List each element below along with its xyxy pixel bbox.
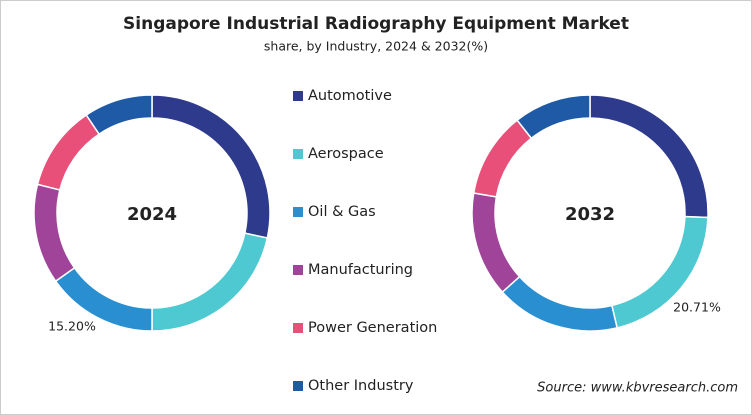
data-label: 15.20% (48, 319, 96, 334)
legend-label: Aerospace (308, 146, 384, 162)
donut-segment (516, 94, 591, 140)
legend-label: Automotive (308, 88, 392, 104)
legend-label: Oil & Gas (308, 204, 376, 220)
source: Source: www.kbvresearch.com (537, 381, 738, 396)
legend-swatch (293, 381, 303, 391)
legend-swatch (293, 149, 303, 159)
legend-label: Power Generation (308, 320, 437, 336)
legend-swatch (293, 265, 303, 275)
chart-title: Singapore Industrial Radiography Equipme… (123, 14, 629, 34)
legend-swatch (293, 91, 303, 101)
center-label: 2032 (565, 204, 615, 225)
donut-segment (85, 94, 153, 136)
legend-label: Manufacturing (308, 262, 413, 278)
data-label: 20.71% (673, 300, 721, 315)
legend-swatch (293, 323, 303, 333)
legend-swatch (293, 207, 303, 217)
legend-label: Other Industry (308, 378, 414, 394)
center-label: 2024 (127, 204, 177, 225)
chart-subtitle: share, by Industry, 2024 & 2032(%) (264, 39, 488, 54)
